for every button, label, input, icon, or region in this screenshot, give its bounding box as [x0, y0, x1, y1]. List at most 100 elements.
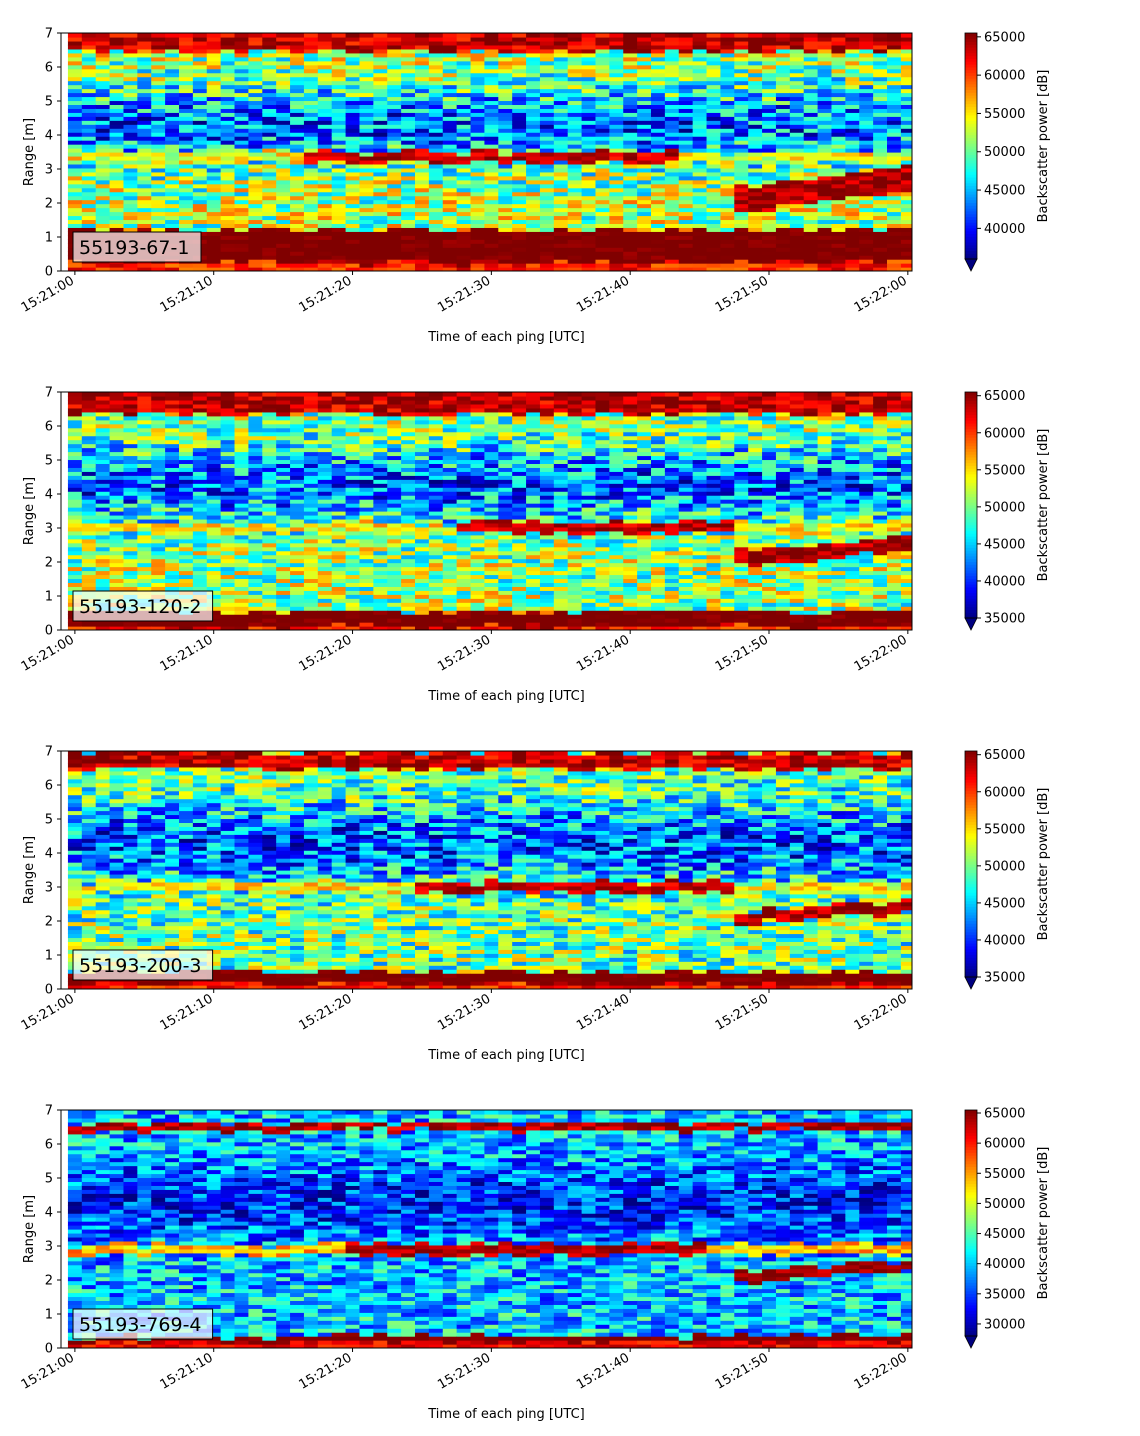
- heatmap-cell: [831, 68, 846, 74]
- heatmap-cell: [303, 586, 319, 591]
- heatmap-cell: [206, 64, 222, 70]
- heatmap-cell: [262, 155, 277, 161]
- heatmap-cell: [290, 395, 305, 401]
- heatmap-cell: [359, 239, 374, 244]
- heatmap-cell: [623, 104, 638, 109]
- heatmap-cell: [859, 223, 874, 228]
- heatmap-cell: [498, 179, 513, 185]
- heatmap-cell: [762, 136, 777, 141]
- heatmap-cell: [775, 247, 791, 252]
- heatmap-cell: [345, 403, 361, 409]
- heatmap-cell: [276, 590, 291, 595]
- heatmap-cell: [137, 219, 152, 224]
- heatmap-cell: [415, 207, 430, 213]
- heatmap-cell: [595, 219, 610, 224]
- heatmap-cell: [262, 423, 277, 429]
- heatmap-cell: [234, 451, 250, 457]
- heatmap-cell: [165, 44, 180, 50]
- heatmap-cell: [484, 235, 499, 240]
- heatmap-cell: [734, 179, 749, 185]
- x-tick-label: 15:21:40: [574, 273, 632, 315]
- heatmap-cell: [595, 116, 610, 121]
- heatmap-cell: [442, 148, 458, 153]
- heatmap-cell: [81, 622, 97, 627]
- heatmap-cell: [345, 207, 361, 213]
- heatmap-cell: [789, 96, 805, 102]
- heatmap-cell: [359, 56, 374, 62]
- heatmap-cell: [123, 48, 138, 54]
- heatmap-cell: [692, 136, 708, 141]
- heatmap-cell: [165, 471, 180, 476]
- heatmap-cell: [317, 403, 333, 409]
- heatmap-cell: [220, 199, 236, 205]
- heatmap-cell: [581, 152, 597, 157]
- heatmap-cell: [678, 251, 694, 256]
- heatmap-cell: [415, 259, 430, 264]
- heatmap-cell: [859, 227, 874, 232]
- heatmap-cell: [470, 48, 486, 54]
- heatmap-cell: [512, 267, 527, 271]
- heatmap-cell: [95, 199, 111, 205]
- heatmap-cell: [859, 152, 874, 157]
- heatmap-cell: [345, 179, 361, 185]
- heatmap-cell: [900, 159, 912, 165]
- heatmap-cell: [317, 219, 333, 224]
- heatmap-cell: [401, 72, 416, 78]
- heatmap-cell: [775, 96, 791, 102]
- heatmap-cell: [373, 203, 388, 209]
- heatmap-cell: [192, 507, 208, 512]
- heatmap-cell: [206, 606, 222, 611]
- heatmap-cell: [553, 152, 569, 157]
- heatmap-cell: [179, 395, 194, 401]
- heatmap-cell: [137, 431, 152, 437]
- heatmap-cell: [137, 163, 152, 169]
- heatmap-cell: [317, 195, 333, 201]
- heatmap-cell: [262, 610, 277, 615]
- heatmap-cell: [109, 626, 125, 630]
- heatmap-cell: [317, 239, 333, 244]
- heatmap-cell: [526, 215, 541, 221]
- heatmap-cell: [734, 60, 749, 66]
- heatmap-cell: [248, 179, 263, 185]
- heatmap-cell: [248, 263, 263, 268]
- heatmap-cell: [664, 72, 680, 78]
- heatmap-cell: [262, 84, 277, 90]
- heatmap-cell: [67, 411, 83, 417]
- heatmap-cell: [262, 80, 277, 86]
- heatmap-cell: [664, 40, 680, 46]
- heatmap-cell: [734, 148, 749, 153]
- heatmap-cell: [290, 215, 305, 221]
- heatmap-cell: [137, 155, 152, 161]
- heatmap-cell: [678, 80, 694, 86]
- heatmap-cell: [762, 155, 777, 161]
- heatmap-cell: [775, 140, 791, 145]
- heatmap-cell: [81, 64, 97, 70]
- heatmap-cell: [331, 211, 347, 217]
- heatmap-cell: [359, 211, 374, 217]
- heatmap-cell: [303, 152, 319, 157]
- heatmap-cell: [290, 542, 305, 548]
- heatmap-cell: [762, 247, 777, 252]
- heatmap-cell: [262, 195, 277, 201]
- heatmap-cell: [456, 136, 472, 141]
- heatmap-cell: [303, 33, 319, 38]
- heatmap-cell: [748, 191, 763, 197]
- heatmap-cell: [95, 542, 111, 548]
- heatmap-cell: [165, 191, 180, 197]
- heatmap-cell: [762, 60, 777, 66]
- heatmap-cell: [290, 530, 305, 536]
- heatmap-cell: [539, 116, 555, 121]
- heatmap-cell: [553, 191, 569, 197]
- heatmap-cell: [720, 36, 735, 42]
- heatmap-cell: [498, 155, 513, 161]
- heatmap-cell: [276, 622, 291, 627]
- heatmap-cell: [290, 475, 305, 480]
- heatmap-cell: [248, 163, 263, 169]
- heatmap-cell: [623, 100, 638, 105]
- heatmap-cell: [331, 594, 347, 599]
- heatmap-cell: [345, 199, 361, 205]
- heatmap-cell: [234, 219, 250, 224]
- heatmap-cell: [317, 92, 333, 98]
- heatmap-cell: [567, 132, 583, 137]
- heatmap-cell: [95, 392, 111, 397]
